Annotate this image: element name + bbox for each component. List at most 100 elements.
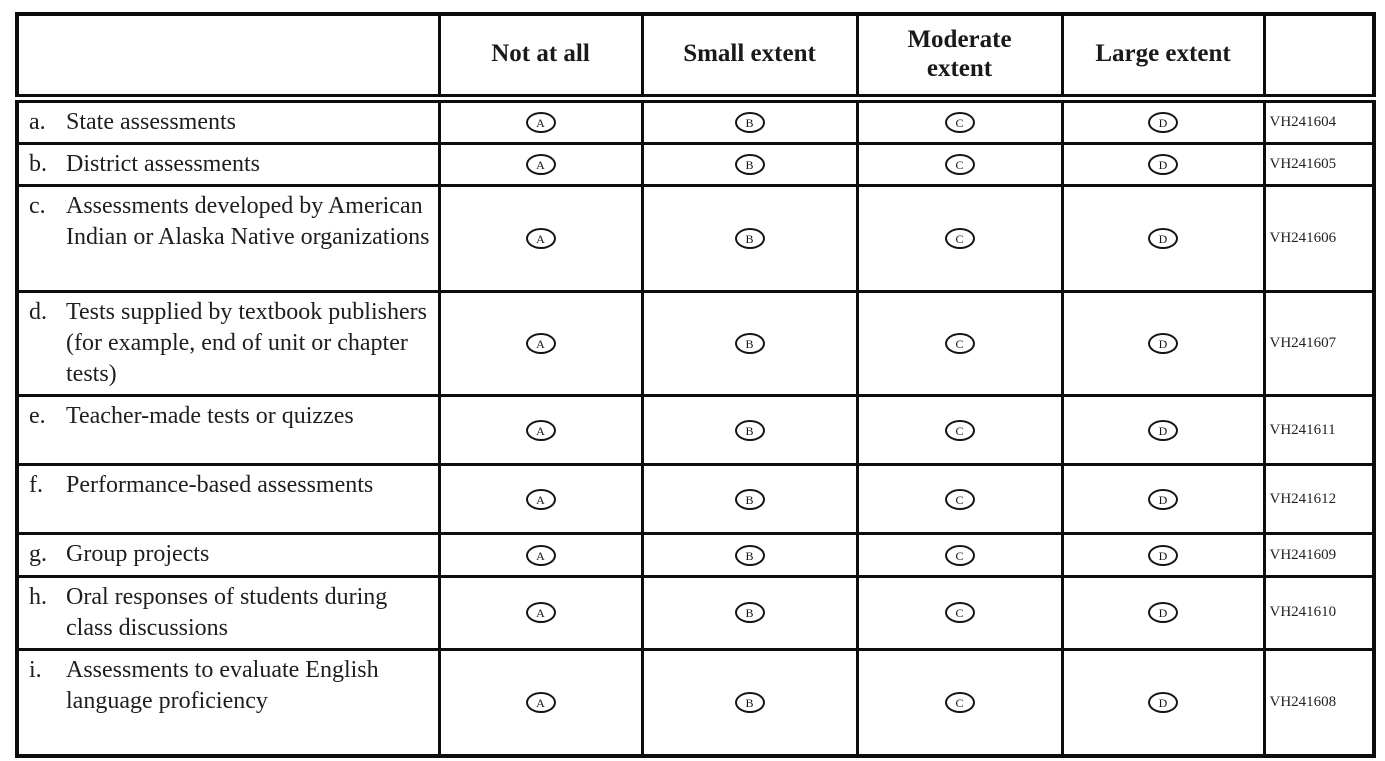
bubble-not-at-all[interactable]: A xyxy=(525,419,556,441)
row-label: Oral responses of students during class … xyxy=(66,583,388,641)
table-row: g. Group projects A B C D VH241609 xyxy=(15,532,1376,578)
cell-small-extent: B xyxy=(640,463,859,536)
bubble-large-extent[interactable]: D xyxy=(1148,602,1178,624)
row-label-cell: c. Assessments developed by American Ind… xyxy=(15,183,441,293)
bubble-large-extent[interactable]: D xyxy=(1148,544,1178,566)
cell-small-extent: B xyxy=(640,394,859,467)
row-label: Tests supplied by textbook publishers (f… xyxy=(66,298,427,388)
row-label: Assessments developed by American Indian… xyxy=(66,192,430,251)
bubble-small-extent[interactable]: B xyxy=(734,227,765,249)
bubble-not-at-all[interactable]: A xyxy=(525,602,556,624)
cell-large-extent: D xyxy=(1060,532,1266,578)
bubble-small-extent[interactable]: B xyxy=(734,488,765,510)
row-label-cell: b. District assessments xyxy=(15,141,441,187)
bubble-moderate-extent[interactable]: C xyxy=(944,488,975,510)
row-letter: d. xyxy=(29,298,47,325)
bubble-not-at-all[interactable]: A xyxy=(525,691,556,713)
bubble-small-extent[interactable]: B xyxy=(734,333,765,355)
bubble-large-extent[interactable]: D xyxy=(1148,691,1178,713)
bubble-small-extent[interactable]: B xyxy=(734,153,765,175)
cell-moderate-extent: C xyxy=(855,648,1064,757)
row-letter: c. xyxy=(29,192,46,219)
row-label-cell: a. State assessments xyxy=(15,96,441,145)
row-label: Group projects xyxy=(66,541,210,568)
code-column-header xyxy=(1262,12,1376,103)
row-letter: a. xyxy=(29,108,46,135)
cell-moderate-extent: C xyxy=(855,96,1064,145)
table-row: h. Oral responses of students during cla… xyxy=(15,574,1376,652)
bubble-large-extent[interactable]: D xyxy=(1148,153,1178,175)
bubble-small-extent[interactable]: B xyxy=(734,691,765,713)
bubble-small-extent[interactable]: B xyxy=(734,111,765,133)
cell-not-at-all: A xyxy=(437,289,644,398)
bubble-moderate-extent[interactable]: C xyxy=(944,111,975,133)
cell-not-at-all: A xyxy=(437,648,644,757)
row-label: District assessments xyxy=(66,150,260,177)
bubble-small-extent[interactable]: B xyxy=(734,419,765,441)
item-code: VH241606 xyxy=(1262,183,1376,293)
cell-small-extent: B xyxy=(640,289,859,398)
assessment-extent-table: Not at all Small extent Moderate extent … xyxy=(15,12,1376,758)
bubble-large-extent[interactable]: D xyxy=(1148,333,1178,355)
table-row: a. State assessments A B C D VH241604 xyxy=(15,96,1376,145)
row-label-cell: d. Tests supplied by textbook publishers… xyxy=(15,289,441,398)
cell-moderate-extent: C xyxy=(855,289,1064,398)
cell-large-extent: D xyxy=(1060,289,1266,398)
bubble-not-at-all[interactable]: A xyxy=(525,111,556,133)
row-label-header xyxy=(15,12,441,103)
cell-small-extent: B xyxy=(640,648,859,757)
row-label-cell: i. Assessments to evaluate English langu… xyxy=(15,648,441,757)
item-code: VH241611 xyxy=(1262,394,1376,467)
cell-not-at-all: A xyxy=(437,574,644,652)
row-label: Performance-based assessments xyxy=(66,472,374,499)
table-row: c. Assessments developed by American Ind… xyxy=(15,183,1376,293)
cell-not-at-all: A xyxy=(437,141,644,187)
bubble-moderate-extent[interactable]: C xyxy=(944,419,975,441)
bubble-moderate-extent[interactable]: C xyxy=(944,333,975,355)
row-letter: b. xyxy=(29,150,47,177)
cell-small-extent: B xyxy=(640,532,859,578)
bubble-large-extent[interactable]: D xyxy=(1148,488,1178,510)
cell-moderate-extent: C xyxy=(855,532,1064,578)
bubble-moderate-extent[interactable]: C xyxy=(944,153,975,175)
item-code: VH241605 xyxy=(1262,141,1376,187)
bubble-large-extent[interactable]: D xyxy=(1148,419,1178,441)
row-letter: h. xyxy=(29,583,47,610)
item-code: VH241604 xyxy=(1262,96,1376,145)
cell-large-extent: D xyxy=(1060,394,1266,467)
bubble-not-at-all[interactable]: A xyxy=(525,153,556,175)
cell-large-extent: D xyxy=(1060,96,1266,145)
cell-small-extent: B xyxy=(640,574,859,652)
bubble-small-extent[interactable]: B xyxy=(734,602,765,624)
cell-moderate-extent: C xyxy=(855,463,1064,536)
bubble-large-extent[interactable]: D xyxy=(1148,227,1178,249)
row-label-cell: e. Teacher-made tests or quizzes xyxy=(15,394,441,467)
item-code: VH241612 xyxy=(1262,463,1376,536)
bubble-moderate-extent[interactable]: C xyxy=(944,544,975,566)
cell-large-extent: D xyxy=(1060,574,1266,652)
item-code: VH241609 xyxy=(1262,532,1376,578)
bubble-not-at-all[interactable]: A xyxy=(525,227,556,249)
cell-small-extent: B xyxy=(640,183,859,293)
cell-large-extent: D xyxy=(1060,648,1266,757)
row-letter: g. xyxy=(29,541,47,568)
bubble-small-extent[interactable]: B xyxy=(734,544,765,566)
bubble-not-at-all[interactable]: A xyxy=(525,488,556,510)
bubble-moderate-extent[interactable]: C xyxy=(944,691,975,713)
column-header-moderate-extent: Moderate extent xyxy=(855,12,1064,103)
header-row: Not at all Small extent Moderate extent … xyxy=(15,12,1376,103)
cell-not-at-all: A xyxy=(437,463,644,536)
cell-small-extent: B xyxy=(640,141,859,187)
cell-large-extent: D xyxy=(1060,463,1266,536)
column-header-not-at-all: Not at all xyxy=(437,12,644,103)
bubble-moderate-extent[interactable]: C xyxy=(944,602,975,624)
column-header-large-extent: Large extent xyxy=(1060,12,1266,103)
row-letter: e. xyxy=(29,403,46,430)
bubble-large-extent[interactable]: D xyxy=(1148,111,1178,133)
cell-not-at-all: A xyxy=(437,183,644,293)
column-header-small-extent: Small extent xyxy=(640,12,859,103)
bubble-moderate-extent[interactable]: C xyxy=(944,227,975,249)
bubble-not-at-all[interactable]: A xyxy=(525,544,556,566)
bubble-not-at-all[interactable]: A xyxy=(525,333,556,355)
